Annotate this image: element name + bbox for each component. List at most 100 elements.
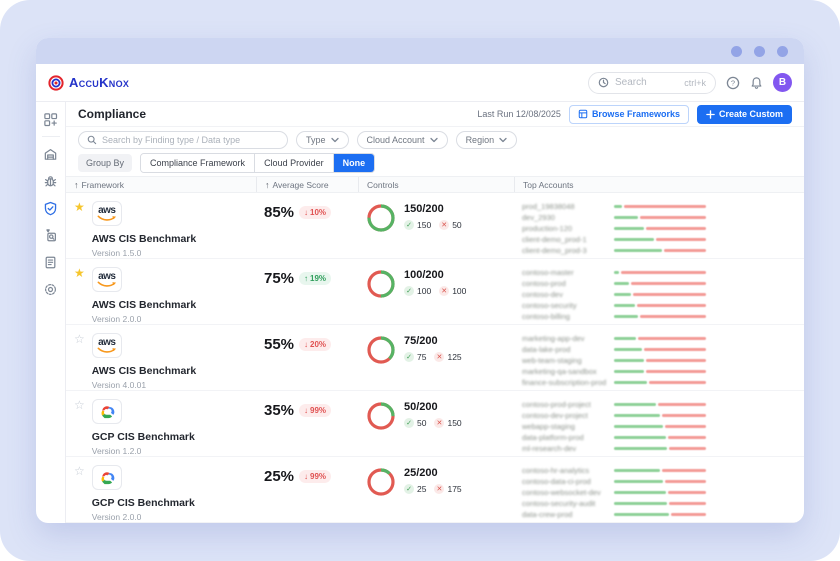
cloud-account-filter-label: Cloud Account xyxy=(366,134,425,145)
framework-row[interactable]: ★ aws AWS CIS Benchmark Version 2.0.0 75% ↑ 19… xyxy=(66,259,804,325)
fail-bar xyxy=(669,502,706,505)
top-accounts-cell: contoso-prod-project contoso-dev-project w… xyxy=(514,391,804,456)
fail-bar xyxy=(664,249,706,252)
average-score-cell: 35% ↓ 99% xyxy=(256,391,358,456)
framework-name: AWS CIS Benchmark xyxy=(91,365,197,377)
global-search[interactable]: ctrl+k xyxy=(588,71,716,94)
sidebar-item-reports[interactable] xyxy=(40,252,62,272)
notifications-bell-icon[interactable] xyxy=(750,76,763,90)
search-shortcut-hint: ctrl+k xyxy=(684,77,706,88)
account-pass-fail-bar xyxy=(614,480,706,483)
account-name-redacted: web-team-staging xyxy=(522,356,582,365)
sidebar-item-findings[interactable] xyxy=(40,225,62,245)
account-pass-fail-bar xyxy=(614,271,706,274)
framework-cell: ★ aws AWS CIS Benchmark Version 1.5.0 xyxy=(66,193,256,258)
sidebar-item-inventory[interactable] xyxy=(40,144,62,164)
fail-bar xyxy=(665,480,706,483)
group-option-cloud-provider[interactable]: Cloud Provider xyxy=(255,153,334,172)
account-name-redacted: prod_19838048 xyxy=(522,202,575,211)
create-custom-button[interactable]: Create Custom xyxy=(696,104,792,124)
findings-search-input[interactable] xyxy=(102,134,279,145)
failed-controls-badge: ✕ 100 xyxy=(439,286,466,296)
header-average-score-label: Average Score xyxy=(272,179,329,190)
pass-bar xyxy=(614,414,660,417)
cross-icon: ✕ xyxy=(434,484,445,494)
apps-grid-icon xyxy=(44,112,58,126)
account-pass-fail-bar xyxy=(614,304,706,307)
account-pass-fail-bar xyxy=(614,249,706,252)
account-row: production-120 xyxy=(522,223,794,234)
framework-row[interactable]: ☆ GCP CIS Benchmark Version 2.0.0 25% ↓ 99% 25… xyxy=(66,457,804,523)
account-name-redacted: production-120 xyxy=(522,224,573,233)
framework-row[interactable]: ☆ GCP CIS Benchmark Version 1.2.0 35% ↓ 99% 50… xyxy=(66,391,804,457)
user-avatar[interactable]: B xyxy=(773,73,792,92)
account-name-redacted: contoso-prod xyxy=(522,279,566,288)
favorite-star-icon[interactable]: ★ xyxy=(74,200,85,214)
framework-version: Version 2.0.0 xyxy=(91,512,142,522)
fail-bar xyxy=(662,414,706,417)
account-name-redacted: finance-subscription-prod xyxy=(522,378,607,387)
passed-controls-badge: ✓ 150 xyxy=(404,220,431,230)
framework-row[interactable]: ☆ aws AWS CIS Benchmark Version 4.0.01 55% ↓ 2… xyxy=(66,325,804,391)
search-icon xyxy=(87,135,97,144)
account-row: contoso-prod-project xyxy=(522,399,794,410)
cloud-account-filter-dropdown[interactable]: Cloud Account xyxy=(356,130,448,149)
sidebar-item-issues[interactable] xyxy=(40,171,62,191)
fail-bar xyxy=(668,491,706,494)
account-row: ml-research-dev xyxy=(522,443,794,454)
average-score-cell: 75% ↑ 19% xyxy=(256,259,358,324)
header-top-accounts: Top Accounts xyxy=(514,177,804,192)
account-row: data-platform-prod xyxy=(522,432,794,443)
account-pass-fail-bar xyxy=(614,447,706,450)
type-filter-dropdown[interactable]: Type xyxy=(296,130,349,149)
account-name-redacted: contoso-master xyxy=(522,268,574,277)
help-icon[interactable]: ? xyxy=(726,76,740,90)
group-option-compliance-framework[interactable]: Compliance Framework xyxy=(141,153,256,172)
top-accounts-cell: prod_19838048 dev_2930 production-120 clien… xyxy=(514,193,804,258)
group-option-none[interactable]: None xyxy=(333,153,375,172)
chevron-down-icon xyxy=(429,137,438,142)
brand-logo[interactable]: AccuKnox xyxy=(48,74,129,91)
score-value: 25% xyxy=(264,468,295,485)
favorite-star-icon[interactable]: ☆ xyxy=(74,332,85,346)
account-name-redacted: contoso-hr-analytics xyxy=(522,466,590,475)
account-name-redacted: contoso-billing xyxy=(522,312,570,321)
account-pass-fail-bar xyxy=(614,359,706,362)
fail-bar xyxy=(668,436,706,439)
header-average-score[interactable]: ↑ Average Score xyxy=(256,177,358,192)
browse-frameworks-button[interactable]: Browse Frameworks xyxy=(568,104,689,124)
sidebar-item-compliance[interactable] xyxy=(40,198,62,218)
window-control-dot[interactable] xyxy=(754,45,765,57)
account-pass-fail-bar xyxy=(614,348,706,351)
account-pass-fail-bar xyxy=(614,414,706,417)
account-name-redacted: client-demo_prod-3 xyxy=(522,246,587,255)
favorite-star-icon[interactable]: ☆ xyxy=(74,398,85,412)
pass-bar xyxy=(614,337,636,340)
fail-bar xyxy=(662,469,706,472)
pass-bar xyxy=(614,205,622,208)
pass-bar xyxy=(614,282,629,285)
fail-bar xyxy=(649,381,706,384)
window-control-dot[interactable] xyxy=(777,45,788,57)
account-name-redacted: marketing-qa-sandbox xyxy=(522,367,597,376)
filter-bar: Type Cloud Account Region xyxy=(66,127,804,152)
account-pass-fail-bar xyxy=(614,205,706,208)
favorite-star-icon[interactable]: ★ xyxy=(74,266,85,280)
findings-search[interactable] xyxy=(78,130,288,149)
account-row: contoso-websocket-dev xyxy=(522,487,794,498)
framework-cell: ★ aws AWS CIS Benchmark Version 2.0.0 xyxy=(66,259,256,324)
sidebar-item-settings[interactable] xyxy=(40,279,62,299)
global-search-input[interactable] xyxy=(615,77,673,88)
framework-name: AWS CIS Benchmark xyxy=(91,233,197,245)
account-row: contoso-data-ci-prod xyxy=(522,476,794,487)
window-control-dot[interactable] xyxy=(731,45,742,57)
favorite-star-icon[interactable]: ☆ xyxy=(74,464,85,478)
trend-arrow-icon: ↓ xyxy=(304,472,309,481)
framework-row[interactable]: ★ aws AWS CIS Benchmark Version 1.5.0 85% ↓ 10… xyxy=(66,193,804,259)
pass-bar xyxy=(614,227,644,230)
sidebar-item-apps[interactable] xyxy=(40,109,62,129)
account-pass-fail-bar xyxy=(614,227,706,230)
fail-bar xyxy=(631,282,706,285)
region-filter-dropdown[interactable]: Region xyxy=(455,130,518,149)
header-framework[interactable]: ↑ Framework xyxy=(66,177,256,192)
